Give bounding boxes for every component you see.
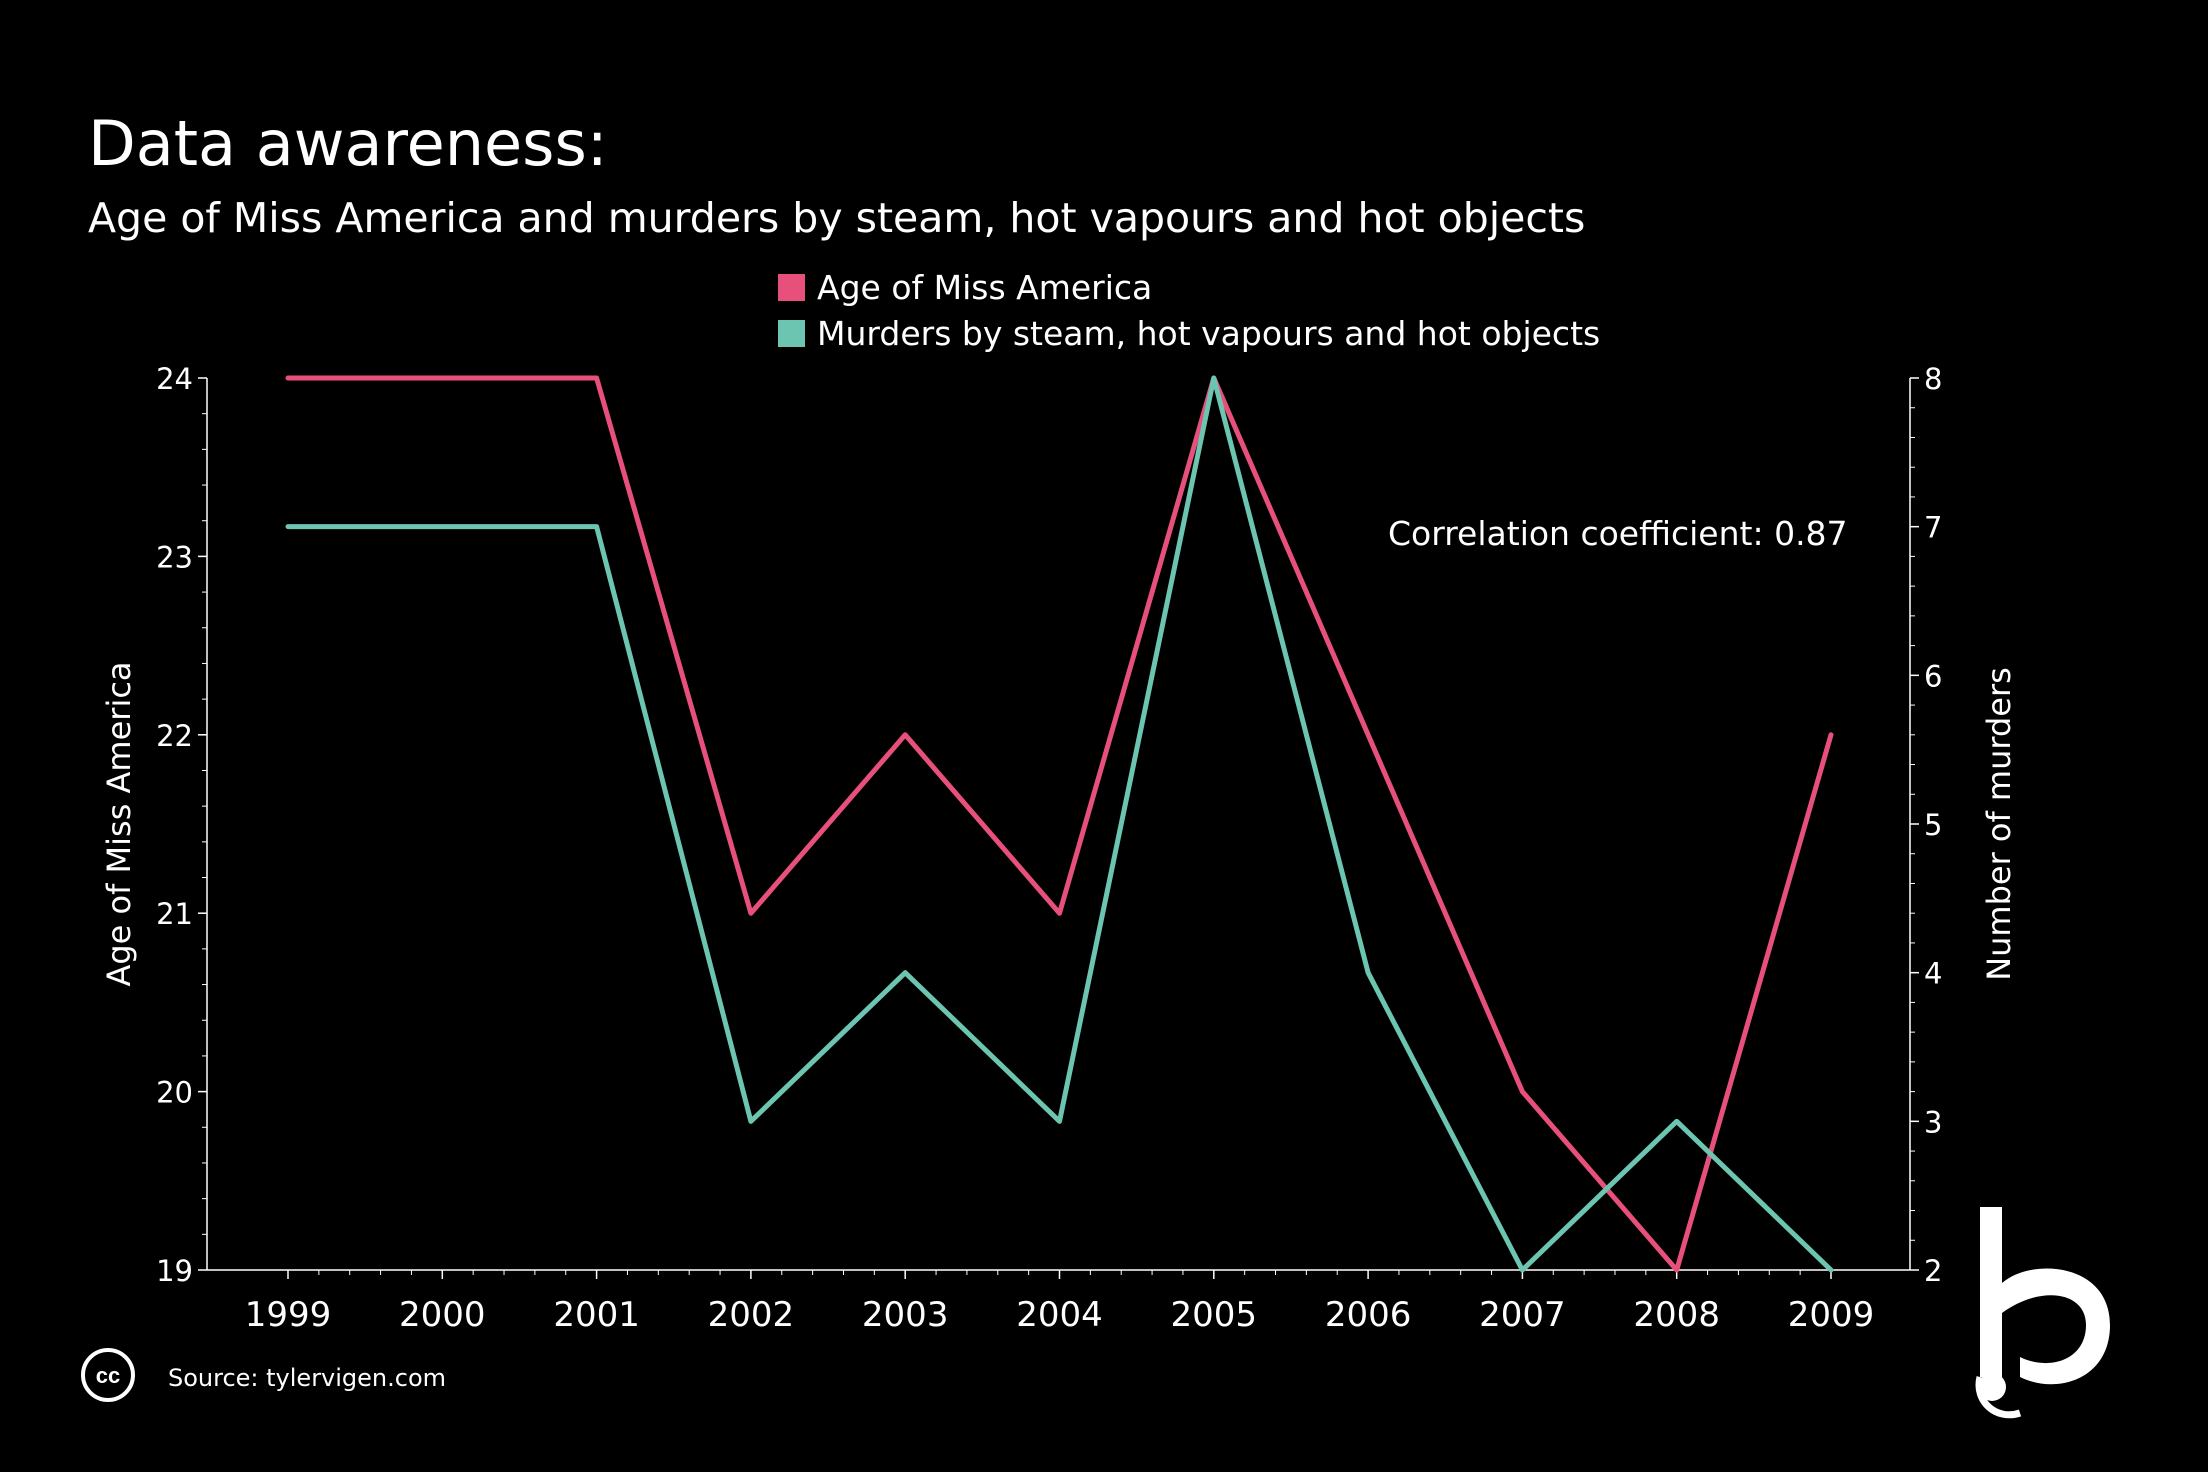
right-axis-title: Number of murders <box>1980 667 2018 981</box>
series-line-age <box>285 375 1834 1273</box>
left-tick-label: 20 <box>156 1076 193 1110</box>
x-tick-label: 2008 <box>1633 1295 1720 1335</box>
chart-title: Data awareness: <box>88 107 608 180</box>
left-tick-label: 23 <box>156 540 193 574</box>
x-tick-label: 2009 <box>1788 1295 1875 1335</box>
source-note: Source: tylervigen.com <box>168 1364 447 1392</box>
left-tick-label: 21 <box>156 897 193 931</box>
right-tick-label: 3 <box>1924 1105 1942 1139</box>
x-tick-label: 2006 <box>1325 1295 1412 1335</box>
left-tick-label: 24 <box>156 362 193 396</box>
legend-swatch-murders <box>778 319 805 347</box>
right-tick-label: 7 <box>1924 511 1942 545</box>
legend-swatch-age <box>778 273 805 301</box>
x-tick-label: 2004 <box>1016 1295 1103 1335</box>
right-tick-label: 8 <box>1924 362 1942 396</box>
chart-subtitle: Age of Miss America and murders by steam… <box>88 194 1586 242</box>
x-tick-label: 2000 <box>399 1295 486 1335</box>
x-tick-label: 2007 <box>1479 1295 1566 1335</box>
legend-item-murders: Murders by steam, hot vapours and hot ob… <box>778 310 1600 356</box>
series-line-murders <box>285 375 1834 1273</box>
correlation-annotation: Correlation coefficient: 0.87 <box>1388 514 1848 553</box>
right-tick-label: 4 <box>1924 957 1942 991</box>
legend-label-murders: Murders by steam, hot vapours and hot ob… <box>817 313 1601 353</box>
x-tick-label: 2005 <box>1171 1295 1258 1335</box>
creative-commons-icon: cc <box>81 1348 135 1402</box>
left-tick-label: 22 <box>156 719 193 753</box>
cc-label: cc <box>96 1363 120 1388</box>
x-tick-label: 2002 <box>708 1295 795 1335</box>
x-tick-label: 1999 <box>245 1295 332 1335</box>
right-tick-label: 6 <box>1924 659 1942 693</box>
right-tick-label: 2 <box>1924 1254 1942 1288</box>
legend-label-age: Age of Miss America <box>817 267 1153 307</box>
x-tick-label: 2003 <box>862 1295 949 1335</box>
right-tick-label: 5 <box>1924 808 1942 842</box>
brand-logo-icon <box>1975 1207 2110 1419</box>
x-tick-label: 2001 <box>553 1295 640 1335</box>
left-axis-title: Age of Miss America <box>100 661 138 986</box>
legend: Age of Miss America Murders by steam, ho… <box>778 264 1600 356</box>
left-tick-label: 19 <box>156 1254 193 1288</box>
legend-item-age: Age of Miss America <box>778 264 1600 310</box>
